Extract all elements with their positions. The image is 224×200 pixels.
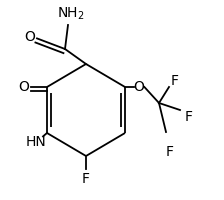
Text: NH$_2$: NH$_2$ [57,6,85,22]
Text: O: O [25,30,35,44]
Text: F: F [185,110,193,124]
Text: HN: HN [26,135,46,149]
Text: F: F [166,145,174,159]
Text: O: O [134,80,144,94]
Text: O: O [19,80,29,94]
Text: F: F [171,74,179,88]
Text: F: F [82,172,90,186]
